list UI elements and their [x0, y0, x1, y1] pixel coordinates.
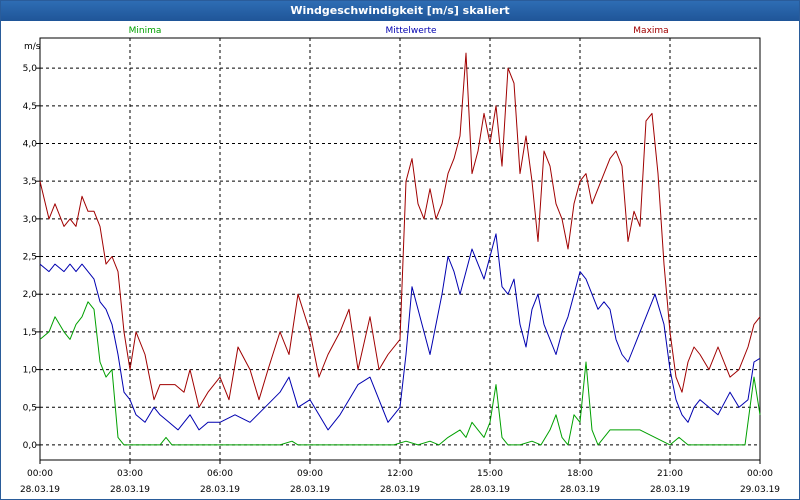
y-tick-label: 0,0 — [23, 441, 38, 451]
y-axis-label: m/s — [24, 42, 41, 52]
y-tick-label: 2,0 — [23, 290, 38, 300]
x-tick-time: 09:00 — [297, 469, 323, 479]
y-tick-label: 5,0 — [23, 64, 38, 74]
y-tick-label: 1,5 — [23, 328, 37, 338]
x-tick-date: 28.03.19 — [200, 485, 240, 495]
x-axis-ticks: 00:00 28.03.19 03:00 28.03.19 06:00 28.03.19 0… — [20, 460, 780, 495]
y-tick-label: 3,5 — [23, 177, 37, 187]
y-axis-ticks: 0,0 0,5 1,0 1,5 2,0 2,5 3,0 3,5 4,0 4,5 5,0 — [23, 64, 40, 451]
x-tick-time: 21:00 — [657, 469, 683, 479]
series-line-mittelwerte — [39, 233, 761, 431]
y-tick-label: 4,5 — [23, 102, 37, 112]
legend-minima: Minima — [129, 26, 162, 36]
window-title: Windgeschwindigkeit [m/s] skaliert — [1, 1, 799, 21]
x-tick-time: 00:00 — [27, 469, 53, 479]
series-line-maxima — [39, 52, 761, 408]
x-tick-date: 28.03.19 — [470, 485, 510, 495]
y-tick-label: 0,5 — [23, 403, 37, 413]
x-tick-date: 28.03.19 — [380, 485, 420, 495]
x-tick-date: 29.03.19 — [740, 485, 780, 495]
y-tick-label: 1,0 — [23, 366, 38, 376]
y-tick-label: 4,0 — [23, 140, 38, 150]
x-tick-time: 18:00 — [567, 469, 593, 479]
x-tick-date: 28.03.19 — [560, 485, 600, 495]
x-tick-time: 00:00 — [747, 469, 773, 479]
y-tick-label: 3,0 — [23, 215, 38, 225]
x-tick-date: 28.03.19 — [110, 485, 150, 495]
series-line-minima — [39, 301, 761, 446]
x-tick-time: 03:00 — [117, 469, 143, 479]
y-tick-label: 2,5 — [23, 253, 37, 263]
legend-mittelwerte: Mittelwerte — [385, 26, 436, 36]
legend-maxima: Maxima — [633, 26, 668, 36]
series-lines — [39, 52, 761, 446]
x-tick-time: 06:00 — [207, 469, 233, 479]
x-tick-time: 12:00 — [387, 469, 413, 479]
grid-lines — [40, 38, 760, 460]
x-tick-date: 28.03.19 — [290, 485, 330, 495]
x-tick-time: 15:00 — [477, 469, 503, 479]
x-tick-date: 28.03.19 — [20, 485, 60, 495]
x-tick-date: 28.03.19 — [650, 485, 690, 495]
